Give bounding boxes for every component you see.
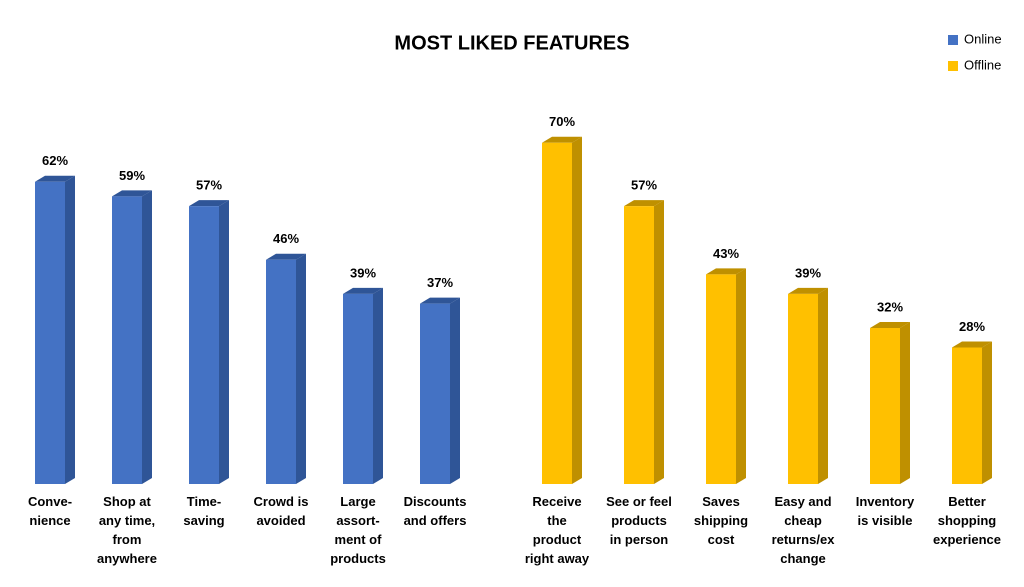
bar: [112, 196, 142, 484]
x-tick-label: Saves shipping cost: [693, 494, 749, 547]
bar-side: [296, 253, 306, 484]
bar-side: [654, 200, 664, 484]
bar: [870, 328, 900, 484]
bar-top: [624, 200, 664, 207]
bar-top: [266, 253, 306, 260]
bar-side: [65, 175, 75, 484]
bar-top: [189, 200, 229, 207]
bar-top: [706, 268, 746, 275]
value-label: 57%: [631, 178, 657, 193]
value-label: 59%: [119, 168, 145, 183]
x-tick-label: Shop at any time, from anywhere: [97, 494, 157, 566]
bar-top: [112, 190, 152, 197]
bar-top: [870, 322, 910, 328]
bar: [266, 259, 296, 484]
bar-side: [736, 268, 746, 484]
bar-side: [219, 200, 229, 484]
bar-side: [900, 322, 910, 484]
value-label: 57%: [196, 178, 222, 193]
bar-side: [818, 287, 828, 484]
bar-top: [952, 341, 992, 348]
bar-side: [373, 287, 383, 484]
value-label: 46%: [273, 231, 299, 246]
x-tick-label: Easy and cheap returns/ex change: [771, 494, 835, 566]
bar-side: [450, 297, 460, 484]
legend-swatch: [948, 35, 958, 45]
bar: [952, 347, 982, 484]
x-tick-label: Receive the product right away: [524, 494, 590, 566]
bar: [189, 206, 219, 484]
bar: [420, 303, 450, 484]
bar: [624, 206, 654, 484]
bar: [788, 293, 818, 484]
value-label: 43%: [713, 246, 739, 261]
bar-top: [542, 136, 582, 143]
legend-label: Offline: [964, 57, 1001, 72]
value-label: 32%: [877, 299, 903, 314]
bar-side: [142, 190, 152, 484]
bar: [706, 274, 736, 484]
bar-top: [788, 287, 828, 294]
value-label: 28%: [959, 319, 985, 334]
value-label: 37%: [427, 275, 453, 290]
value-label: 39%: [795, 265, 821, 280]
bar-top: [343, 287, 383, 294]
bar-top: [420, 297, 460, 304]
bar: [343, 293, 373, 484]
value-label: 70%: [549, 114, 575, 129]
bar-top: [35, 175, 75, 182]
legend-label: Online: [964, 31, 1002, 46]
bar: [35, 181, 65, 484]
x-tick-label: Discounts and offers: [403, 494, 467, 528]
bar-side: [572, 136, 582, 484]
x-tick-label: See or feel products in person: [606, 494, 672, 547]
x-tick-label: Crowd is avoided: [253, 494, 309, 528]
value-label: 39%: [350, 265, 376, 280]
value-label: 62%: [42, 153, 68, 168]
x-tick-label: Better shopping experience: [933, 494, 1001, 547]
legend-swatch: [948, 61, 958, 71]
x-tick-label: Large assort- ment of products: [330, 494, 386, 566]
bar: [542, 142, 572, 484]
x-tick-label: Inventory is visible: [855, 494, 915, 528]
bar-side: [982, 341, 992, 484]
x-tick-label: Time- saving: [183, 494, 225, 528]
chart-title: MOST LIKED FEATURES: [394, 32, 629, 54]
x-tick-label: Conve- nience: [27, 494, 73, 528]
